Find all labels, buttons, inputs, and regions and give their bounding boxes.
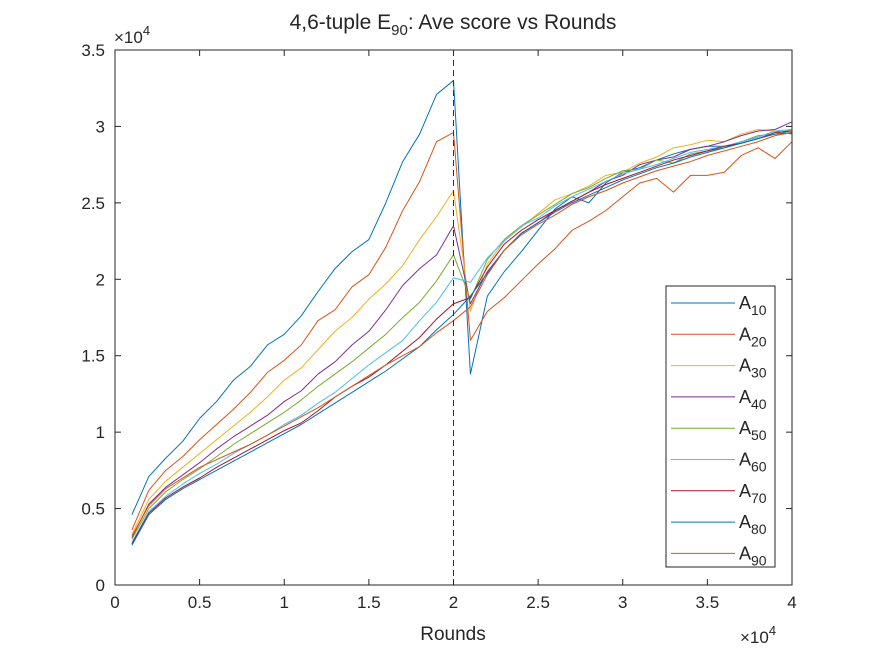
y-exponent-power: 4 xyxy=(143,23,150,38)
x-tick-label: 0.5 xyxy=(188,593,212,612)
x-tick-label: 1 xyxy=(280,593,289,612)
chart-title-subscript: 90 xyxy=(391,22,408,39)
x-tick-label: 0 xyxy=(110,593,119,612)
chart-title: 4,6-tuple E90: Ave score vs Rounds xyxy=(290,11,617,39)
y-tick-label: 2 xyxy=(96,270,105,289)
series-line-a20 xyxy=(131,132,792,531)
series-group xyxy=(131,80,792,546)
y-tick-label: 0 xyxy=(96,576,105,595)
x-tick-label: 3 xyxy=(618,593,627,612)
legend-label-a30: A30 xyxy=(739,356,767,381)
y-exponent-base: ×10 xyxy=(114,28,143,47)
y-tick-label: 3 xyxy=(96,117,105,136)
legend-label-a50: A50 xyxy=(739,418,767,443)
y-tick-label: 3.5 xyxy=(81,41,105,60)
x-exponent-base: ×10 xyxy=(740,628,769,647)
x-exponent-label: ×104 xyxy=(740,623,776,647)
legend-label-a40: A40 xyxy=(739,387,767,412)
plot-area xyxy=(131,50,792,585)
x-axis-label: Rounds xyxy=(420,624,486,645)
legend-label-a70: A70 xyxy=(739,481,767,506)
series-line-a70 xyxy=(131,130,792,544)
legend-label-a80: A80 xyxy=(739,512,767,537)
y-exponent-label: ×104 xyxy=(114,23,150,47)
x-tick-label: 2.5 xyxy=(526,593,550,612)
y-tick-label: 2.5 xyxy=(81,194,105,213)
x-tick-label: 2 xyxy=(449,593,458,612)
series-line-a60 xyxy=(131,128,792,543)
x-tick-label: 3.5 xyxy=(696,593,720,612)
series-line-a80 xyxy=(131,132,792,546)
series-line-a30 xyxy=(131,128,792,535)
series-line-a50 xyxy=(131,129,792,540)
series-line-a10 xyxy=(131,80,792,515)
ticks-group: 0 0.5 1 1.5 2 2.5 3 3.5 4 0 0.5 1 1.5 2 2.5 3 3.5 xyxy=(81,41,796,612)
legend-box xyxy=(665,285,776,568)
series-line-a90 xyxy=(131,132,792,537)
series-line-a40 xyxy=(131,121,792,538)
x-tick-label: 1.5 xyxy=(357,593,381,612)
legend-label-a90: A90 xyxy=(739,543,767,568)
y-tick-label: 1 xyxy=(96,423,105,442)
chart-title-main: 4,6-tuple E xyxy=(290,11,392,34)
legend: A10 A20 A30 A40 A50 A60 A70 A80 A90 xyxy=(665,285,776,568)
y-tick-label: 0.5 xyxy=(81,500,105,519)
y-tick-label: 1.5 xyxy=(81,347,105,366)
x-exponent-power: 4 xyxy=(769,623,776,638)
legend-label-a10: A10 xyxy=(739,293,767,318)
legend-items: A10 A20 A30 A40 A50 A60 A70 A80 A90 xyxy=(671,293,767,568)
legend-label-a60: A60 xyxy=(739,450,767,475)
x-tick-label: 4 xyxy=(787,593,796,612)
chart-title-suffix: : Ave score vs Rounds xyxy=(408,11,617,34)
legend-label-a20: A20 xyxy=(739,324,767,349)
